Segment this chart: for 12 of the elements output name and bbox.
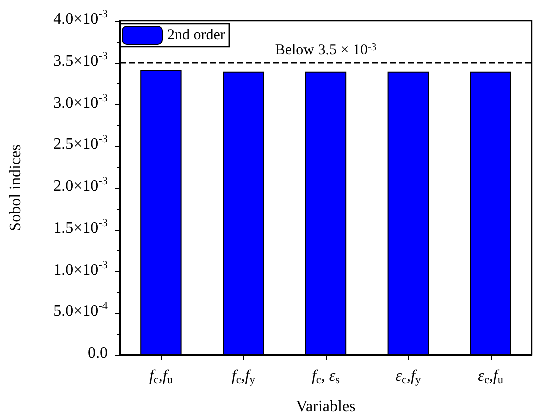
y-tick-label: 1.0×10$^{-3}$ <box>54 259 108 280</box>
x-axis-title: Variables <box>296 398 356 416</box>
y-tick-label: 5.0×10$^{-4}$ <box>54 300 108 322</box>
y-tick-label: 3.5×10$^{-3}$ <box>54 50 108 72</box>
y-tick-label: 3.0×10$^{-3}$ <box>54 92 108 114</box>
y-tick-label: 2.5×10$^{-3}$ <box>54 134 108 156</box>
y-tick-label: 2.0×10$^{-3}$ <box>54 176 108 197</box>
y-tick-label: 0.0 <box>88 345 108 364</box>
y-tick-label: 4.0×10$^{-3}$ <box>54 8 108 30</box>
y-tick-label: 1.5×10$^{-3}$ <box>54 217 108 239</box>
y-axis-title: Sobol indices <box>8 144 24 232</box>
legend-label: 2nd order <box>168 28 226 44</box>
